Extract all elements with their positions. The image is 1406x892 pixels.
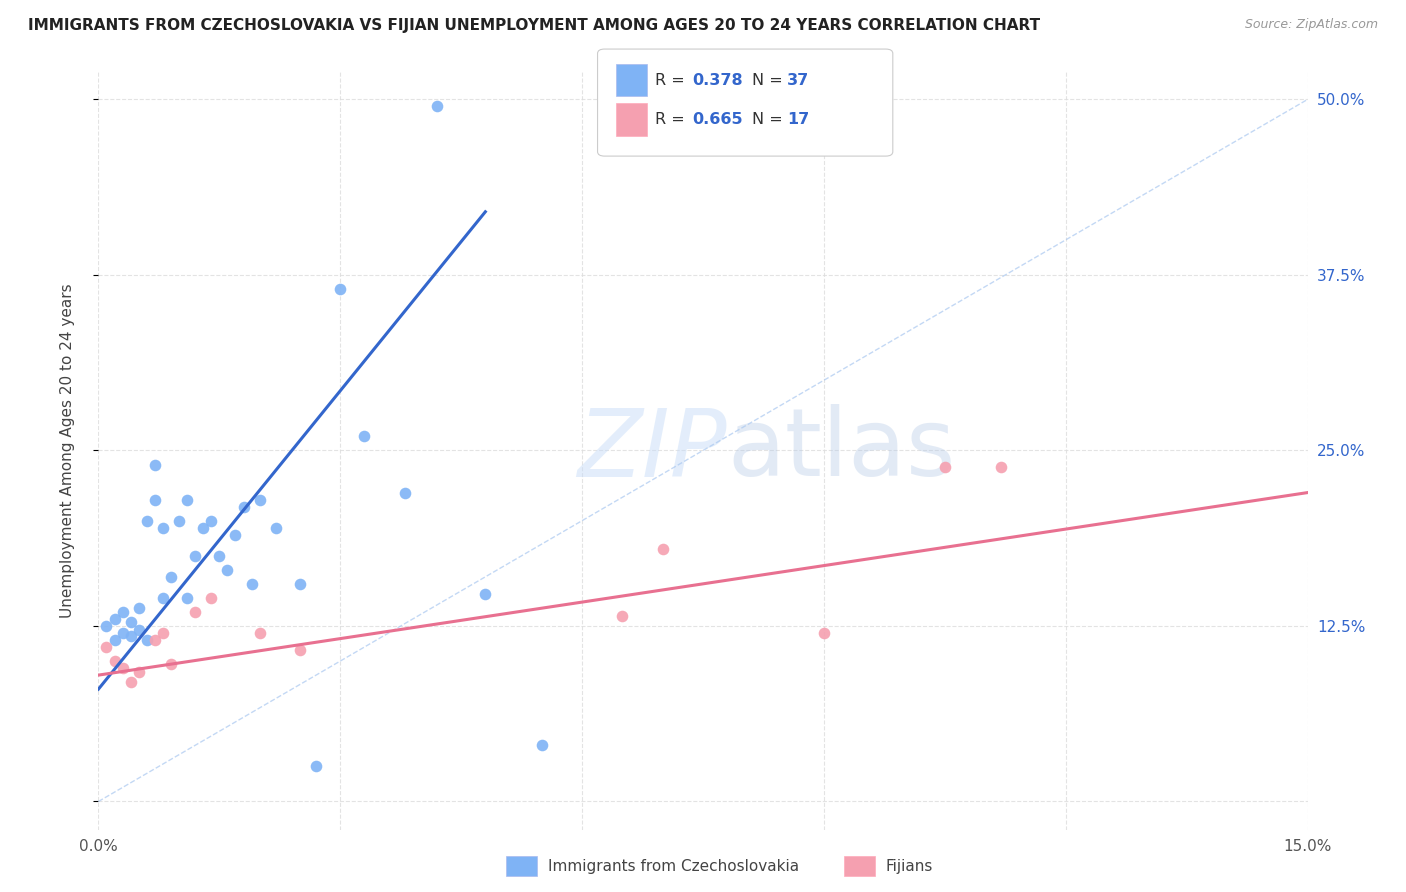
Point: [426, 99, 449, 113]
Point: [394, 485, 416, 500]
Point: [208, 549, 231, 563]
Text: N =: N =: [752, 73, 789, 87]
Point: [160, 570, 183, 584]
Text: Source: ZipAtlas.com: Source: ZipAtlas.com: [1244, 18, 1378, 31]
Point: [120, 675, 142, 690]
Point: [184, 605, 207, 619]
Text: Fijians: Fijians: [886, 859, 934, 873]
Point: [128, 665, 150, 680]
Point: [305, 759, 328, 773]
Text: 37: 37: [787, 73, 810, 87]
Point: [111, 605, 134, 619]
Text: Immigrants from Czechoslovakia: Immigrants from Czechoslovakia: [548, 859, 800, 873]
Point: [530, 739, 553, 753]
Point: [224, 527, 246, 541]
Point: [152, 591, 174, 605]
Point: [249, 626, 271, 640]
Point: [193, 521, 215, 535]
Point: [329, 282, 352, 296]
Point: [96, 619, 118, 633]
Text: atlas: atlas: [727, 404, 956, 497]
Point: [143, 633, 166, 648]
Text: ZIP: ZIP: [578, 405, 727, 496]
Point: [103, 654, 125, 668]
Point: [651, 541, 673, 556]
Point: [249, 492, 271, 507]
Text: R =: R =: [655, 73, 690, 87]
Point: [184, 549, 207, 563]
Text: N =: N =: [752, 112, 789, 127]
Point: [167, 514, 190, 528]
Point: [176, 492, 198, 507]
Point: [240, 577, 263, 591]
Point: [152, 521, 174, 535]
Point: [128, 600, 150, 615]
Point: [143, 492, 166, 507]
Point: [813, 626, 835, 640]
Point: [353, 429, 375, 443]
Point: [934, 460, 956, 475]
Text: 0.378: 0.378: [692, 73, 742, 87]
Point: [264, 521, 287, 535]
Point: [160, 657, 183, 671]
Point: [120, 629, 142, 643]
Point: [990, 460, 1012, 475]
Point: [474, 587, 496, 601]
Point: [176, 591, 198, 605]
Point: [288, 577, 311, 591]
Point: [111, 626, 134, 640]
Point: [232, 500, 254, 514]
Point: [288, 643, 311, 657]
Text: R =: R =: [655, 112, 690, 127]
Point: [96, 640, 118, 654]
Text: 17: 17: [787, 112, 810, 127]
Point: [152, 626, 174, 640]
Point: [103, 612, 125, 626]
Point: [200, 514, 222, 528]
Point: [135, 633, 157, 648]
Point: [143, 458, 166, 472]
Text: 0.665: 0.665: [692, 112, 742, 127]
Y-axis label: Unemployment Among Ages 20 to 24 years: Unemployment Among Ages 20 to 24 years: [60, 283, 75, 618]
Point: [103, 633, 125, 648]
Point: [612, 609, 634, 624]
Point: [200, 591, 222, 605]
Point: [111, 661, 134, 675]
Point: [120, 615, 142, 629]
Point: [217, 563, 239, 577]
Point: [128, 623, 150, 637]
Text: IMMIGRANTS FROM CZECHOSLOVAKIA VS FIJIAN UNEMPLOYMENT AMONG AGES 20 TO 24 YEARS : IMMIGRANTS FROM CZECHOSLOVAKIA VS FIJIAN…: [28, 18, 1040, 33]
Point: [135, 514, 157, 528]
